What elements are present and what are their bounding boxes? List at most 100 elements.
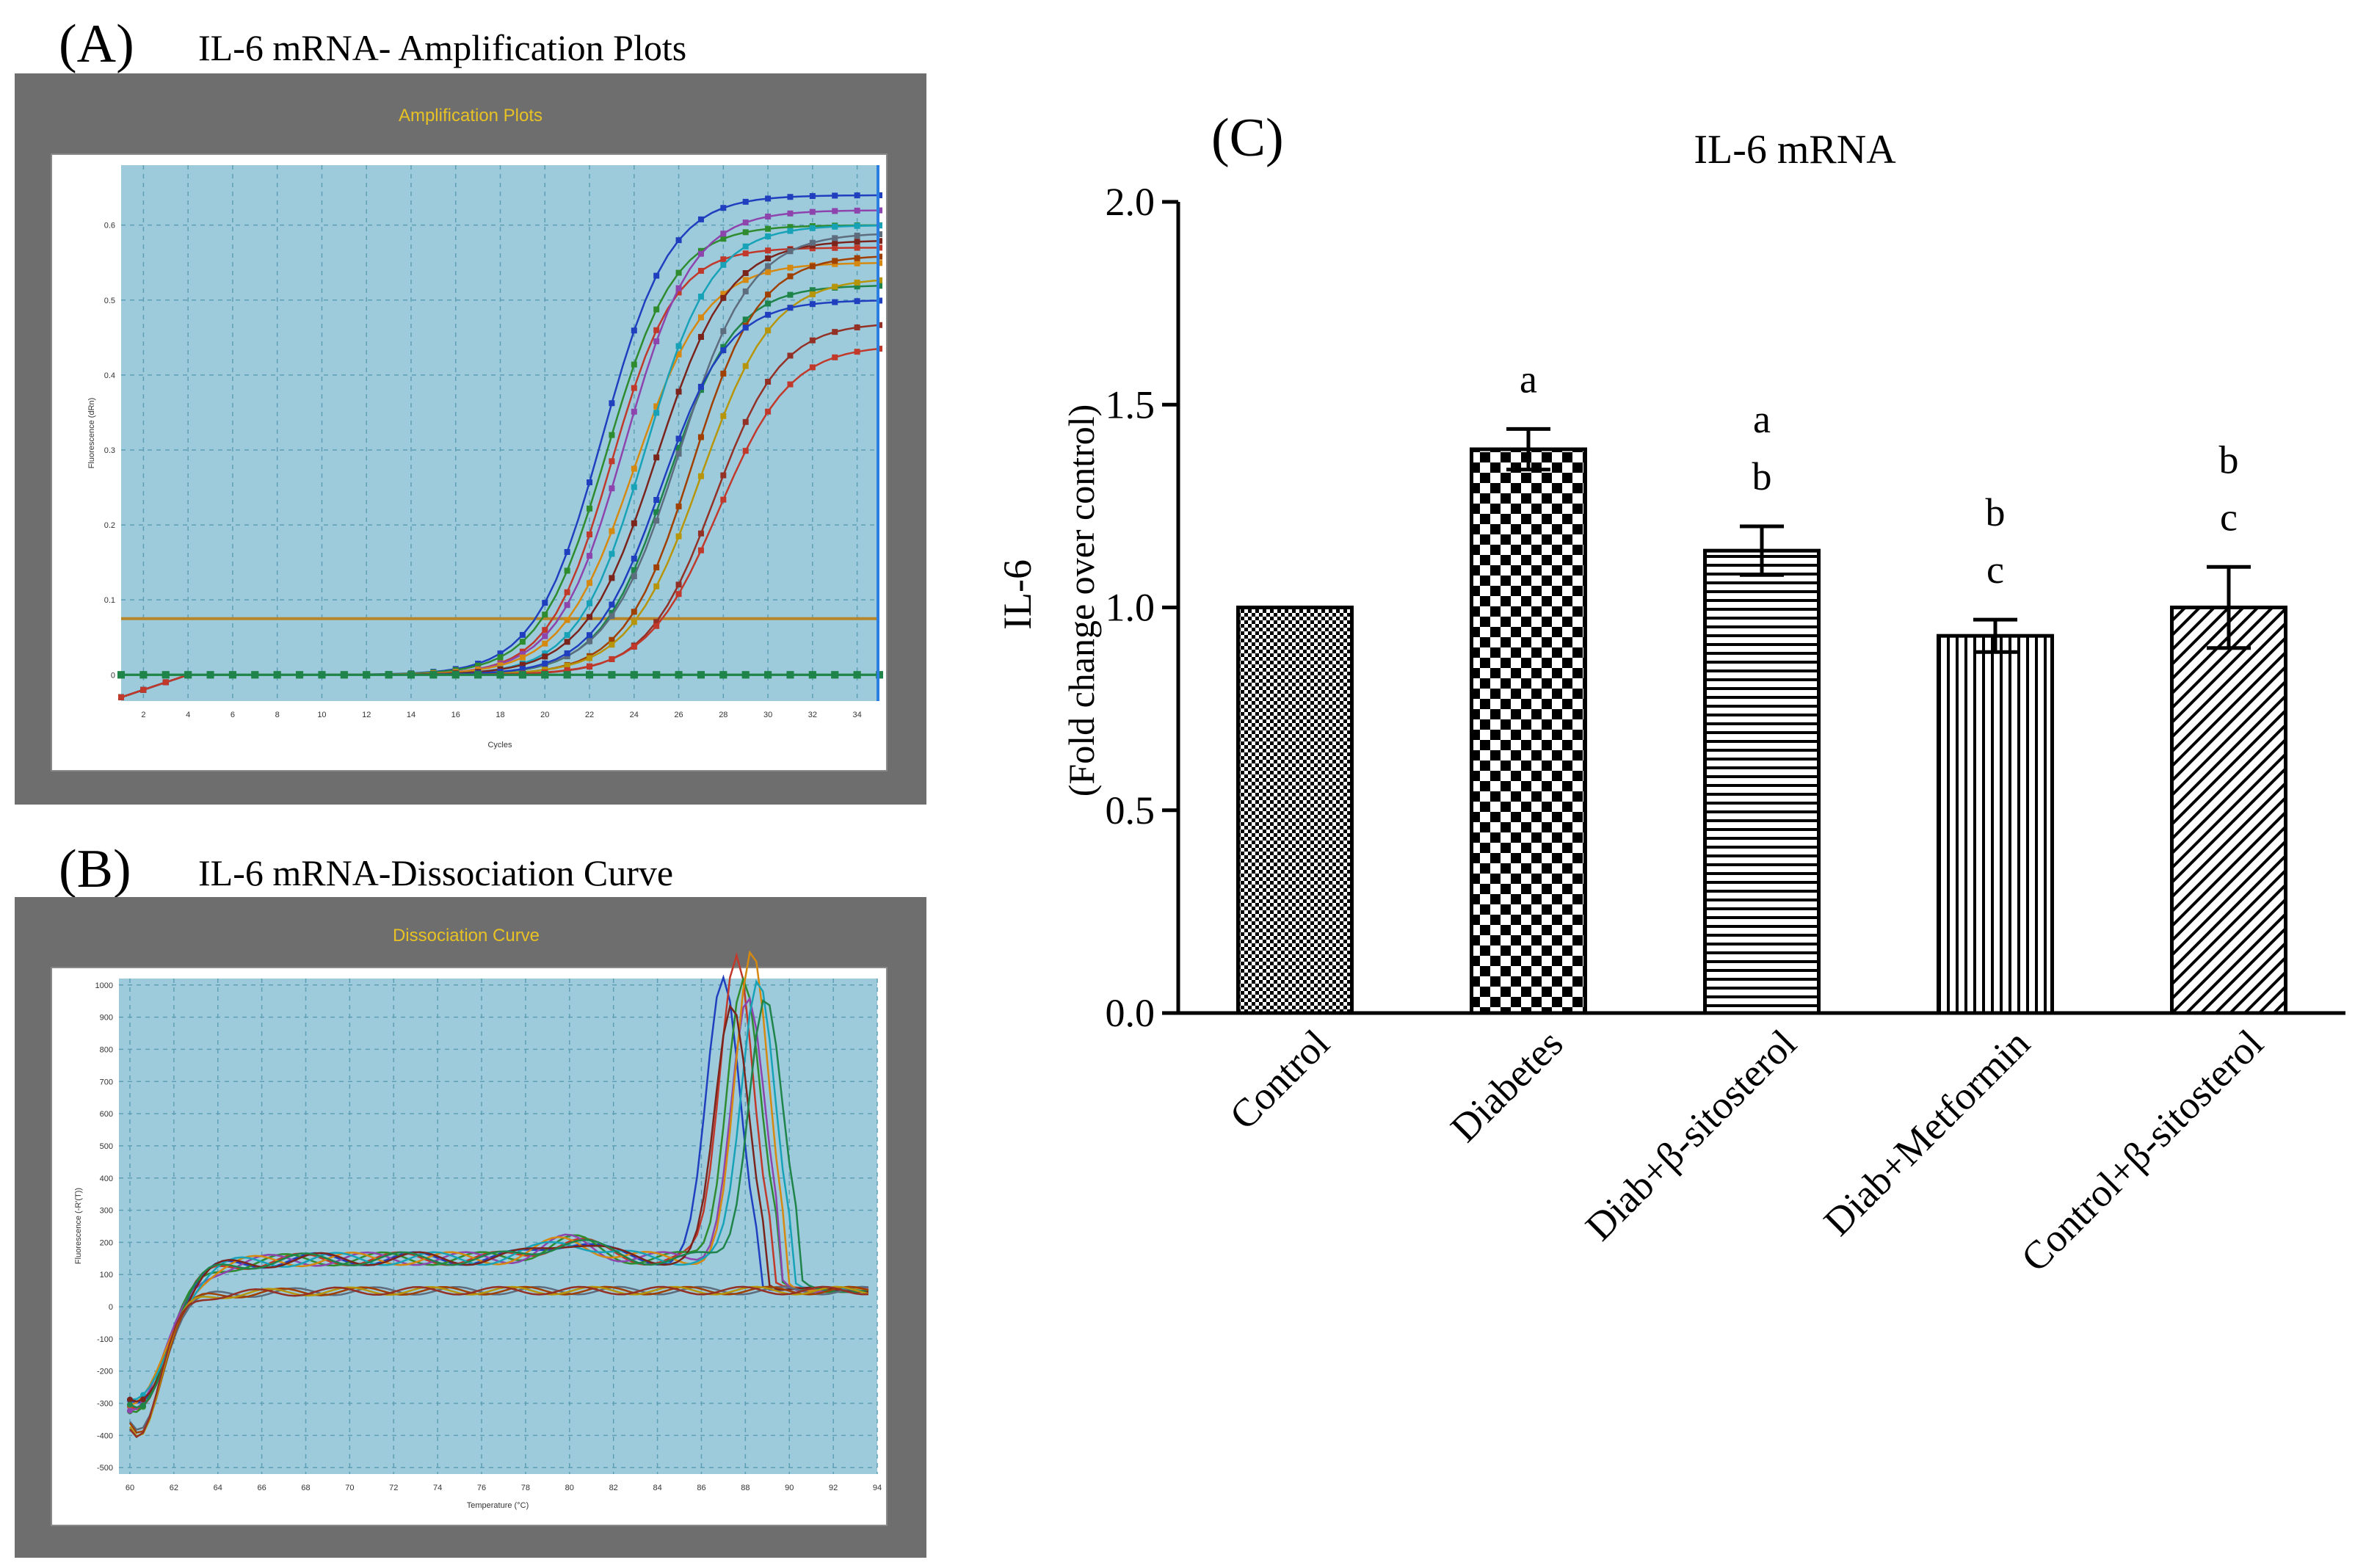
panel-b-x-tick: 92	[829, 1484, 838, 1492]
panel-b-y-tick: 0	[109, 1303, 113, 1312]
panel-b-ntc-curve	[128, 1285, 869, 1437]
panel-a-point	[162, 679, 169, 686]
panel-a-point	[587, 531, 593, 538]
panel-a-point	[587, 663, 593, 669]
significance-letter: a	[1520, 357, 1537, 401]
panel-a-point	[609, 485, 615, 492]
panel-a-tick-labels: 2 4 6 8 10 12 14 16 18 20 22 24 26 28 30 32 3400.10.20.3…	[104, 222, 862, 719]
significance-letter: a	[1753, 397, 1771, 441]
panel-a-point	[653, 338, 660, 344]
panel-a-point	[631, 327, 637, 334]
panel-b-y-tick: 100	[100, 1271, 113, 1280]
panel-a-point	[653, 410, 660, 416]
panel-a-point	[631, 619, 637, 625]
panel-a-point	[809, 239, 816, 246]
panel-a-point	[854, 324, 860, 331]
panel-b-point	[139, 1396, 146, 1403]
panel-a-x-tick: 6	[231, 711, 235, 719]
panel-a-point	[697, 434, 704, 440]
panel-a-point	[854, 260, 860, 266]
panel-a-point	[742, 219, 749, 226]
panel-b-x-tick: 66	[257, 1484, 266, 1492]
panel-a-window-title: Amplification Plots	[399, 106, 543, 126]
panel-b-tick-labels: 60 62 64 66 68 70 72 74 76 78 80 82 84 86 88 90 92 94 -500…	[95, 981, 882, 1492]
x-tick-label: Diab+Metformin	[1815, 1021, 2039, 1244]
panel-a-point	[675, 285, 682, 291]
panel-a-ntc-point	[831, 671, 839, 679]
panel-b-y-tick: 500	[100, 1142, 113, 1151]
panel-a-title: IL-6 mRNA- Amplification Plots	[198, 27, 686, 68]
panel-a-point	[609, 551, 615, 557]
panel-a-x-tick: 14	[407, 711, 416, 719]
panel-a-x-tick: 30	[763, 711, 772, 719]
panel-a-point	[675, 388, 682, 395]
panel-b-y-tick: -300	[97, 1400, 113, 1409]
panel-b-window-title: Dissociation Curve	[393, 926, 540, 945]
panel-b-x-tick: 62	[170, 1484, 178, 1492]
panel-a-point	[631, 385, 637, 391]
panel-b-grid	[119, 979, 878, 1474]
panel-a-point	[564, 639, 570, 645]
panel-a-ntc-point	[675, 671, 683, 679]
bar-3	[1937, 634, 2054, 1015]
panel-b-x-tick: 78	[521, 1484, 530, 1492]
panel-a-point	[765, 255, 772, 262]
panel-a-point	[675, 269, 682, 276]
panel-a-point	[832, 235, 838, 242]
panel-a-point	[809, 291, 816, 297]
panel-a-point	[832, 192, 838, 199]
panel-a-ntc-point	[741, 671, 750, 679]
panel-a-point	[497, 654, 504, 661]
panel-a-ntc-point	[385, 671, 393, 679]
panel-a-point	[854, 244, 860, 251]
panel-a-point	[587, 600, 593, 606]
panel-a-point	[720, 347, 727, 354]
panel-a-point	[742, 250, 749, 257]
panel-a-point	[653, 327, 660, 333]
panel-b: (B) IL-6 mRNA-Dissociation Curve Dissoci…	[15, 839, 926, 1558]
significance-letter: c	[1986, 548, 2004, 592]
significance-letter: b	[1752, 454, 1772, 498]
panel-a-ntc-point	[563, 671, 571, 679]
panel-a-point	[720, 472, 727, 479]
panel-a-point	[631, 520, 637, 526]
panel-a-y-tick: 0.5	[104, 297, 115, 305]
panel-a-point	[675, 581, 682, 588]
panel-b-x-tick: 60	[126, 1484, 134, 1492]
panel-a-point	[631, 644, 637, 650]
panel-a-point	[631, 567, 637, 573]
panel-a-point	[787, 228, 794, 234]
panel-a-ntc-point	[541, 671, 549, 679]
panel-a-point	[631, 484, 637, 490]
panel-b-y-tick: -500	[97, 1464, 113, 1473]
chart-error-bars	[1506, 427, 2251, 654]
panel-a-point	[564, 632, 570, 639]
panel-a-ntc-point	[496, 671, 504, 679]
panel-a-point	[675, 351, 682, 357]
panel-b-x-tick: 72	[389, 1484, 398, 1492]
panel-a-point	[854, 349, 860, 355]
panel-a-point	[587, 655, 593, 661]
panel-b-x-tick: 86	[697, 1484, 705, 1492]
panel-a-point	[832, 244, 838, 251]
panel-a-point	[609, 575, 615, 581]
panel-b-curve	[129, 999, 869, 1409]
panel-a-x-tick: 26	[674, 711, 683, 719]
panel-a-point	[854, 279, 860, 286]
panel-a-point	[720, 205, 727, 211]
panel-a-point	[742, 418, 749, 425]
panel-a-point	[765, 291, 772, 298]
panel-a-ntc-point	[786, 671, 794, 679]
panel-a-x-tick: 18	[496, 711, 504, 719]
y-tick-label: 1.5	[1106, 382, 1155, 427]
panel-a-point	[542, 633, 548, 639]
panel-a-point	[609, 656, 615, 662]
chart-title: IL-6 mRNA	[1694, 127, 1896, 173]
panel-a-ntc-point	[206, 671, 214, 679]
panel-a-point	[542, 600, 548, 606]
panel-a-point	[653, 564, 660, 570]
panel-a-point	[765, 195, 772, 202]
panel-a-point	[542, 611, 548, 618]
x-tick-label: Control+β-sitosterol	[2013, 1021, 2272, 1280]
